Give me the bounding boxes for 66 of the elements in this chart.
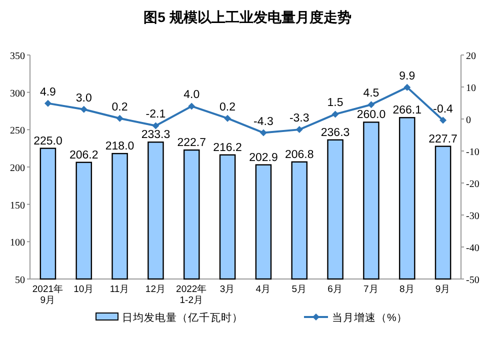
point: [296, 126, 303, 134]
chart-title: 图5 规模以上工业发电量月度走势: [144, 9, 352, 25]
y-tick-label: 200: [10, 163, 25, 174]
point: [152, 122, 160, 130]
point: [332, 110, 339, 118]
x-tick-label: 8月: [399, 284, 415, 295]
data-label: -2.1: [146, 108, 166, 121]
data-label: 9.9: [399, 70, 416, 82]
data-label: 4.0: [184, 89, 200, 102]
x-tick-label: 3月: [220, 284, 236, 295]
y-tick-label: 150: [10, 200, 25, 212]
data-label: 206.8: [284, 148, 314, 161]
x-tick-label: 7月: [364, 284, 379, 295]
point: [116, 114, 124, 122]
data-label: 218.0: [105, 140, 134, 153]
point: [368, 101, 375, 108]
data-label: 206.2: [69, 149, 98, 162]
data-label: -3.3: [289, 112, 310, 125]
y-tick-label: 350: [10, 51, 25, 62]
x-tick-label: 12月: [145, 284, 166, 295]
y2-tick-label: -20: [466, 179, 480, 190]
data-label: -4.3: [254, 116, 274, 128]
data-label: 233.3: [141, 129, 170, 142]
data-label: 266.1: [392, 104, 422, 117]
legend-label: 日均发电量（亿千瓦时）: [122, 311, 243, 324]
y2-tick-label: 10: [466, 83, 476, 94]
data-label: 225.0: [34, 135, 62, 148]
y-tick-label: 300: [10, 88, 25, 100]
y-tick-label: 50: [15, 275, 25, 286]
point: [260, 129, 267, 136]
point: [80, 106, 88, 113]
data-label: 0.2: [220, 101, 236, 114]
y2-tick-label: 20: [466, 51, 476, 62]
x-tick-label: 2021年 9月: [32, 283, 64, 306]
point: [188, 102, 196, 110]
y2-tick-label: -10: [466, 147, 480, 158]
x-tick-label: 11月: [110, 284, 130, 295]
y2-tick-label: -40: [466, 243, 480, 254]
y-tick-label: 100: [10, 238, 25, 249]
data-label: 236.3: [320, 126, 350, 139]
legend-label: 当月增速（%）: [332, 311, 408, 324]
data-label: 0.2: [112, 101, 128, 114]
y2-tick-label: -50: [466, 275, 480, 286]
x-tick-label: 10月: [74, 284, 94, 295]
point: [224, 114, 232, 122]
y2-tick-label: -30: [466, 211, 480, 222]
data-label: 260.0: [356, 109, 386, 122]
data-label: 3.0: [76, 92, 92, 104]
x-tick-label: 9月: [435, 284, 451, 295]
data-label: 222.7: [177, 137, 206, 150]
point: [404, 84, 411, 91]
y-tick-label: 250: [10, 126, 25, 137]
x-tick-label: 4月: [256, 284, 272, 295]
data-label: 4.9: [40, 86, 56, 98]
point: [44, 100, 52, 107]
point: [440, 116, 447, 124]
data-label: 227.7: [428, 133, 458, 146]
x-tick-label: 6月: [328, 284, 343, 295]
data-label: 216.2: [213, 142, 242, 154]
y2-tick-label: 0: [466, 115, 471, 126]
data-label: 4.5: [363, 88, 380, 100]
x-tick-label: 2022年 1-2月: [176, 283, 208, 306]
data-label: 202.9: [249, 152, 278, 164]
data-label: -0.4: [433, 103, 454, 116]
data-label: 1.5: [327, 97, 344, 110]
x-tick-label: 5月: [292, 284, 308, 295]
